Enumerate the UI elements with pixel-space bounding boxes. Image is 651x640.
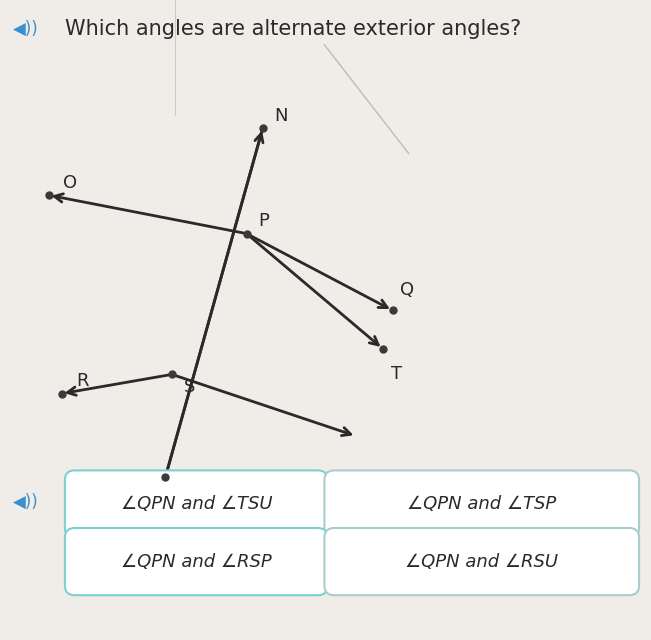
Text: P: P (258, 212, 269, 230)
FancyBboxPatch shape (65, 470, 327, 538)
Text: U: U (173, 493, 186, 511)
FancyBboxPatch shape (324, 470, 639, 538)
FancyBboxPatch shape (324, 528, 639, 595)
Text: Which angles are alternate exterior angles?: Which angles are alternate exterior angl… (65, 19, 521, 39)
Text: S: S (184, 378, 195, 396)
Text: O: O (63, 174, 77, 192)
Text: ◀)): ◀)) (13, 20, 38, 38)
Text: ◀)): ◀)) (13, 493, 38, 511)
Text: ∠QPN and ∠RSP: ∠QPN and ∠RSP (121, 552, 271, 571)
Text: N: N (275, 107, 288, 125)
Text: ∠QPN and ∠TSU: ∠QPN and ∠TSU (120, 495, 272, 513)
Text: T: T (391, 365, 402, 383)
Text: ∠QPN and ∠TSP: ∠QPN and ∠TSP (407, 495, 557, 513)
Text: ∠QPN and ∠RSU: ∠QPN and ∠RSU (406, 552, 559, 571)
Text: R: R (76, 372, 89, 390)
Text: Q: Q (400, 281, 415, 299)
FancyBboxPatch shape (65, 528, 327, 595)
